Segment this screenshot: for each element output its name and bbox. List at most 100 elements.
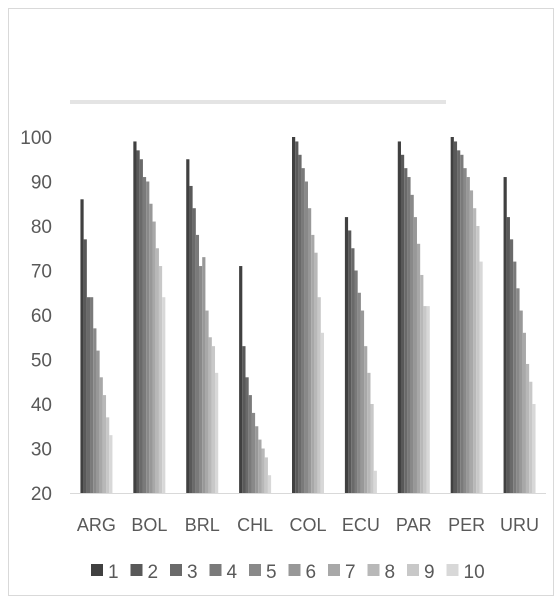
- bar: [152, 221, 156, 494]
- bar: [532, 404, 536, 493]
- y-tick-label: 40: [31, 395, 52, 416]
- bar: [348, 230, 352, 493]
- bar: [146, 181, 150, 493]
- legend-swatch: [288, 564, 301, 576]
- y-tick-label: 100: [20, 128, 52, 149]
- legend-swatch: [367, 564, 380, 576]
- bar: [205, 310, 209, 493]
- bar: [529, 381, 533, 493]
- bar: [317, 297, 321, 493]
- bar: [208, 337, 212, 493]
- bar: [215, 372, 219, 493]
- bar: [450, 137, 454, 493]
- bar: [261, 448, 265, 493]
- x-tick-label: PER: [448, 515, 485, 535]
- bar: [96, 350, 100, 493]
- legend-label: 1: [108, 562, 119, 583]
- bar: [149, 203, 153, 493]
- bar: [106, 417, 110, 493]
- bar: [513, 261, 517, 493]
- bar: [397, 141, 401, 493]
- y-axis: 20 30 40 50 60 70 80 90 100: [20, 128, 52, 505]
- bar: [466, 177, 470, 494]
- bar: [162, 297, 166, 493]
- bar: [202, 257, 206, 493]
- bar: [519, 310, 523, 493]
- bar: [192, 208, 196, 493]
- bar: [314, 252, 318, 493]
- y-tick-label: 20: [31, 484, 52, 505]
- legend-label: 2: [148, 562, 159, 583]
- y-tick-label: 60: [31, 306, 52, 327]
- bar: [367, 372, 371, 493]
- x-tick-label: ECU: [342, 515, 380, 535]
- x-tick-label: BOL: [131, 515, 167, 535]
- legend-label: 10: [464, 562, 485, 583]
- bar: [400, 154, 405, 494]
- x-tick-label: CHL: [237, 515, 273, 535]
- y-tick-label: 50: [31, 351, 52, 372]
- bar: [301, 168, 305, 493]
- bar: [251, 412, 256, 493]
- bar: [320, 332, 324, 493]
- bar: [426, 306, 430, 493]
- legend-label: 5: [266, 562, 277, 583]
- bars: [80, 137, 536, 494]
- bar: [311, 234, 315, 493]
- bar: [83, 239, 87, 493]
- bar: [525, 363, 530, 493]
- bar: [292, 137, 296, 493]
- bar: [404, 168, 408, 493]
- legend-label: 8: [385, 562, 396, 583]
- title-smudge-bar: [70, 100, 446, 104]
- legend-swatch: [407, 564, 419, 576]
- legend-label: 7: [345, 562, 356, 583]
- legend-swatch: [328, 564, 340, 576]
- legend-swatch: [249, 564, 261, 576]
- bar: [242, 346, 246, 493]
- legend-label: 9: [424, 562, 435, 583]
- bar: [239, 266, 243, 493]
- bar: [211, 346, 216, 493]
- legend-label: 6: [306, 562, 317, 583]
- bar: [469, 190, 474, 493]
- bar: [354, 270, 358, 493]
- bar: [453, 141, 458, 493]
- bar: [413, 217, 417, 493]
- bar: [298, 154, 302, 494]
- legend-swatch: [209, 564, 222, 576]
- bar: [416, 243, 421, 493]
- bar: [360, 310, 365, 493]
- bar: [90, 297, 94, 493]
- bar: [158, 266, 163, 493]
- bar: [473, 208, 477, 493]
- bar: [195, 234, 200, 493]
- bar: [410, 194, 414, 493]
- y-tick-label: 70: [31, 262, 52, 283]
- bar: [308, 208, 312, 493]
- bar: [248, 395, 252, 493]
- legend-swatch: [130, 564, 143, 576]
- y-tick-label: 80: [31, 217, 52, 238]
- bar: [423, 306, 427, 493]
- bar: [463, 168, 467, 493]
- bar: [503, 177, 507, 494]
- bar: [304, 181, 308, 493]
- legend-swatch: [170, 564, 182, 576]
- bar: [99, 377, 103, 493]
- legend-swatch: [446, 564, 459, 576]
- bar: [136, 150, 140, 493]
- legend-label: 4: [227, 562, 238, 583]
- bar: [351, 248, 355, 493]
- x-tick-label: COL: [289, 515, 326, 535]
- bar: [516, 288, 520, 493]
- bar: [457, 150, 461, 493]
- bar: [522, 332, 526, 493]
- bar: [407, 177, 411, 494]
- bar: [506, 217, 510, 493]
- bar: [420, 274, 424, 493]
- bar: [245, 377, 249, 493]
- y-tick-label: 30: [31, 440, 52, 461]
- bar: [373, 470, 377, 493]
